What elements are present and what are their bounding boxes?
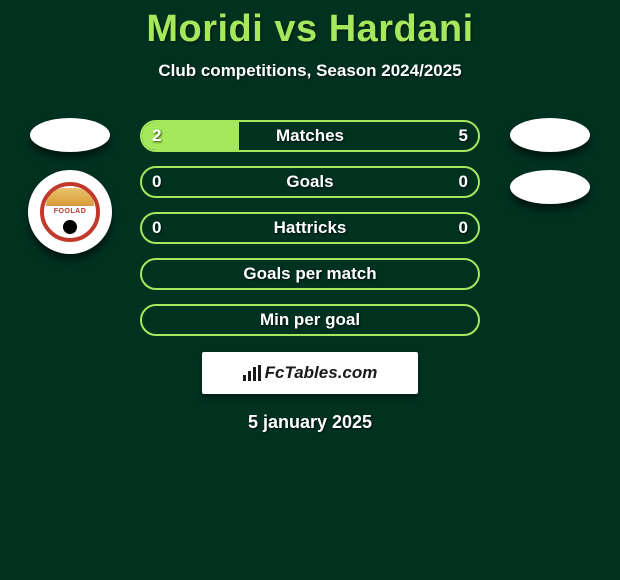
watermark-badge: FcTables.com [202, 352, 418, 394]
stat-bar-fill-left [142, 122, 239, 150]
left-player-column: FOOLAD [20, 118, 120, 254]
stat-bar-track [140, 304, 480, 336]
right-player-club-badge [510, 170, 590, 204]
left-player-club-badge: FOOLAD [28, 170, 112, 254]
stat-bar-track [140, 166, 480, 198]
page-subtitle: Club competitions, Season 2024/2025 [0, 61, 620, 81]
footer-date: 5 january 2025 [0, 412, 620, 433]
right-player-photo [510, 118, 590, 152]
stat-bar-track [140, 258, 480, 290]
left-club-name: FOOLAD [44, 208, 96, 215]
watermark-text: FcTables.com [265, 363, 378, 383]
stat-bar-track [140, 212, 480, 244]
stat-bar-row: Hattricks00 [140, 212, 480, 244]
stat-bar-row: Goals per match [140, 258, 480, 290]
soccer-ball-icon [63, 220, 77, 234]
stat-bar-row: Min per goal [140, 304, 480, 336]
comparison-bars: Matches25 Goals00 Hattricks00 Goals per mat… [140, 120, 480, 350]
stat-bar-row: Goals00 [140, 166, 480, 198]
right-player-column [500, 118, 600, 222]
page-title: Moridi vs Hardani [0, 0, 620, 51]
stat-bar-track [140, 120, 480, 152]
stat-bar-row: Matches25 [140, 120, 480, 152]
left-player-photo [30, 118, 110, 152]
bar-chart-icon [243, 365, 261, 381]
